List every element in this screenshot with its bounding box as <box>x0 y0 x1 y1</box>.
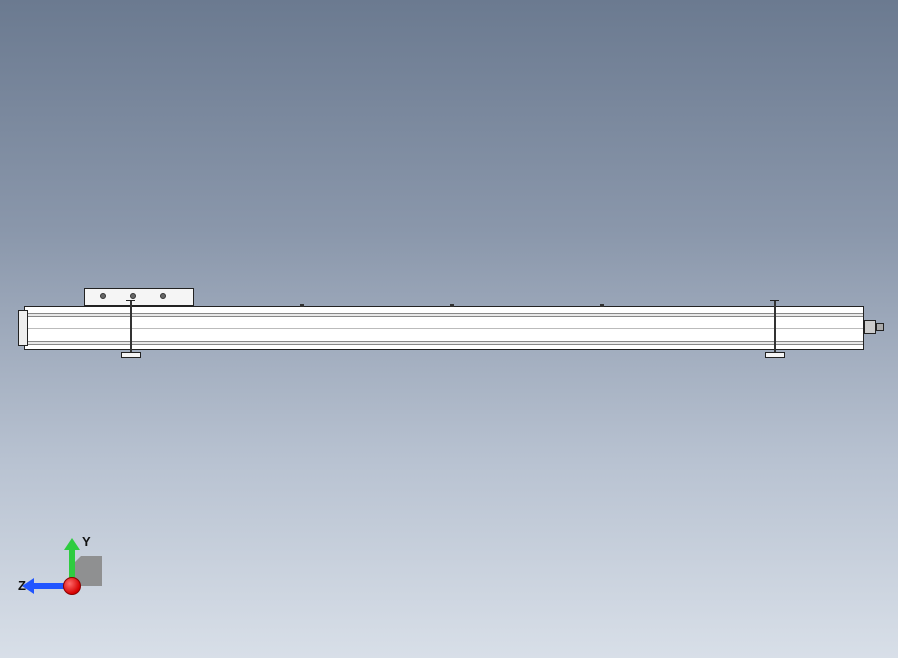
beam-top-mark <box>450 304 454 307</box>
beam-top-mark <box>300 304 304 307</box>
x-axis-origin-icon <box>63 577 81 595</box>
support-bracket-left-foot <box>121 352 141 358</box>
right-connector-body <box>864 320 876 334</box>
support-bracket-right-foot <box>765 352 785 358</box>
beam-rail-bottom <box>25 341 863 345</box>
model-layer <box>0 0 898 658</box>
carriage-hole <box>130 293 136 299</box>
support-bracket-right-stem <box>774 300 776 356</box>
beam-rail-top <box>25 313 863 317</box>
beam-midline <box>25 328 863 329</box>
right-connector-tip <box>876 323 884 331</box>
y-axis-label: Y <box>82 534 91 549</box>
orientation-triad[interactable]: Y Z <box>34 548 114 628</box>
beam-top-mark <box>600 304 604 307</box>
z-axis-label: Z <box>18 578 26 593</box>
cad-viewport[interactable]: Y Z <box>0 0 898 658</box>
carriage-hole <box>160 293 166 299</box>
main-beam <box>24 306 864 350</box>
carriage-hole <box>100 293 106 299</box>
left-end-cap <box>18 310 28 346</box>
support-bracket-left-stem <box>130 300 132 356</box>
